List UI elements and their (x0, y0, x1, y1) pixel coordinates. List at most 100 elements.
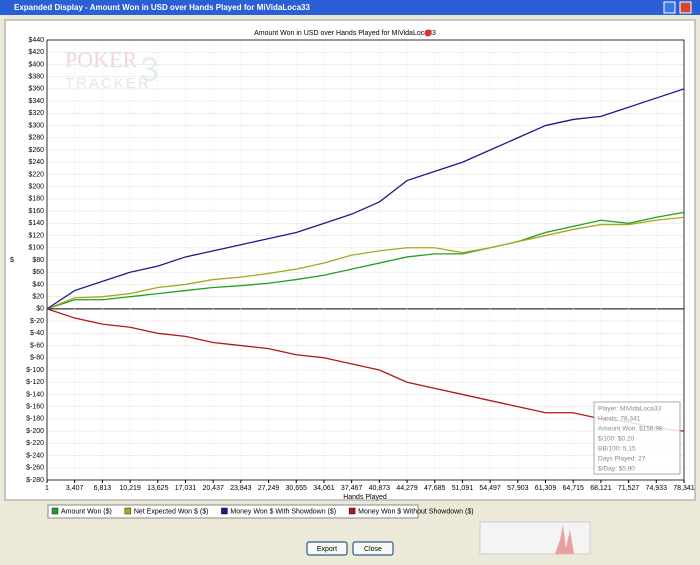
y-tick-label: $-140 (26, 391, 44, 398)
x-tick-label: 74,933 (646, 485, 668, 492)
y-tick-label: $20 (32, 294, 44, 301)
y-tick-label: $0 (36, 306, 44, 313)
chart-title: Amount Won in USD over Hands Played for … (254, 30, 436, 37)
close-x-button[interactable] (679, 1, 692, 14)
x-tick-label: 54,497 (479, 485, 501, 492)
y-tick-label: $380 (28, 74, 44, 81)
x-tick-label: 10,219 (119, 485, 141, 492)
series-line (46, 216, 685, 310)
legend-label: Amount Won ($) (61, 508, 112, 515)
y-tick-label: $-160 (26, 404, 44, 411)
y-tick-label: $-80 (30, 355, 44, 362)
mini-graph-shape (555, 525, 574, 554)
y-tick-label: $-220 (26, 440, 44, 447)
x-tick-label: 20,437 (202, 485, 224, 492)
info-line: Player: MiVidaLoca33 (598, 406, 661, 413)
series-line (46, 308, 685, 432)
x-tick-label: 61,309 (535, 485, 557, 492)
x-tick-label: 34,061 (313, 485, 335, 492)
legend-label: Money Won $ Without Showdown ($) (358, 508, 473, 515)
y-tick-label: $-40 (30, 330, 44, 337)
info-line: Hands: 78,341 (598, 416, 641, 423)
x-tick-label: 17,031 (175, 485, 197, 492)
x-tick-label: 27,249 (258, 485, 280, 492)
icon (424, 29, 432, 37)
window-title: Expanded Display - Amount Won in USD ove… (14, 3, 310, 12)
y-tick-label: $-20 (30, 318, 44, 325)
x-tick-label: 3,407 (66, 485, 84, 492)
y-tick-label: $140 (28, 220, 44, 227)
legend-swatch (51, 507, 59, 515)
y-tick-label: $340 (28, 98, 44, 105)
minimize-button[interactable] (663, 1, 676, 14)
y-tick-label: $120 (28, 232, 44, 239)
legend-swatch (221, 507, 228, 515)
x-tick-label: 1 (45, 485, 49, 492)
legend-swatch (348, 507, 356, 515)
y-tick-label: $320 (28, 110, 44, 117)
watermark: POKER (65, 47, 137, 72)
x-tick-label: 30,655 (286, 485, 308, 492)
x-tick-label: 44,279 (396, 485, 418, 492)
mini-graph (479, 521, 591, 555)
y-tick-label: $420 (28, 49, 44, 56)
y-tick-label: $40 (32, 281, 44, 288)
y-tick-label: $240 (28, 159, 44, 166)
info-line: $/Day: $5.90 (598, 466, 635, 473)
y-tick-label: $400 (28, 61, 44, 68)
x-tick-label: 40,873 (369, 485, 391, 492)
x-tick-label: 37,467 (341, 485, 363, 492)
info-line: Amount Won: $158.98 (598, 426, 663, 433)
y-tick-label: $200 (28, 184, 44, 191)
x-tick-label: 64,715 (562, 485, 584, 492)
title-bar (0, 0, 700, 15)
x-tick-label: 57,903 (507, 485, 529, 492)
x-tick-label: 68,121 (590, 485, 612, 492)
info-line: $/100: $0.20 (598, 436, 635, 443)
y-tick-label: $-260 (26, 465, 44, 472)
y-tick-label: $-120 (26, 379, 44, 386)
y-tick-label: $440 (28, 37, 44, 44)
x-tick-label: 78,341 (673, 485, 695, 492)
series-line (46, 211, 685, 310)
y-tick-label: $180 (28, 196, 44, 203)
series-line (46, 88, 685, 310)
x-tick-label: 13,625 (147, 485, 169, 492)
x-tick-label: 51,091 (452, 485, 474, 492)
info-line: BB/100: 5.15 (598, 446, 636, 453)
x-tick-label: 71,527 (618, 485, 640, 492)
legend-swatch (124, 507, 132, 515)
watermark: 3 (140, 51, 159, 89)
y-tick-label: $-240 (26, 452, 44, 459)
y-tick-label: $260 (28, 147, 44, 154)
y-tick-label: $-280 (26, 477, 44, 484)
legend (47, 504, 419, 519)
y-tick-label: $100 (28, 245, 44, 252)
y-tick-label: $-60 (30, 342, 44, 349)
x-axis-label: Hands Played (343, 494, 387, 501)
y-tick-label: $220 (28, 171, 44, 178)
close-button[interactable] (352, 541, 394, 556)
button-label[interactable]: Export (317, 546, 337, 553)
x-tick-label: 6,813 (94, 485, 112, 492)
watermark: TRACKER (65, 75, 151, 92)
y-axis-label: $ (10, 257, 14, 264)
export-button[interactable] (306, 541, 348, 556)
x-tick-label: 47,685 (424, 485, 446, 492)
legend-label: Money Won $ With Showdown ($) (230, 508, 336, 515)
button-label[interactable]: Close (364, 546, 382, 553)
y-tick-label: $300 (28, 122, 44, 129)
y-tick-label: $80 (32, 257, 44, 264)
x-tick-label: 23,843 (230, 485, 252, 492)
y-tick-label: $-200 (26, 428, 44, 435)
y-tick-label: $-180 (26, 416, 44, 423)
y-tick-label: $-100 (26, 367, 44, 374)
y-tick-label: $280 (28, 135, 44, 142)
y-tick-label: $360 (28, 86, 44, 93)
legend-label: Net Expected Won $ ($) (134, 508, 209, 515)
y-tick-label: $60 (32, 269, 44, 276)
plot-frame (46, 39, 685, 481)
y-tick-label: $160 (28, 208, 44, 215)
